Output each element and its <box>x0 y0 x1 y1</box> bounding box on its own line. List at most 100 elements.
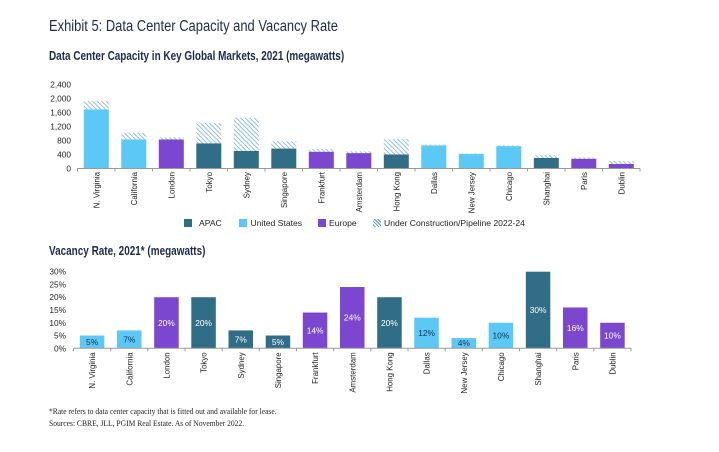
capacity-category-label: Chicago <box>505 171 514 201</box>
hatched-swatch-icon <box>373 218 381 227</box>
vacancy-y-tick-label: 25% <box>49 280 66 290</box>
capacity-category-label: California <box>130 171 139 205</box>
vacancy-data-label: 10% <box>604 331 621 341</box>
vacancy-category-label: Paris <box>571 352 580 370</box>
capacity-bar-dublin-existing <box>608 163 634 169</box>
vacancy-chart: 0% 5% 10% 15% 20% 25% 30% 5% 7% 20% 20% 7% 5% 14% 24%… <box>49 267 632 394</box>
vacancy-bar-sydney <box>228 330 253 349</box>
vacancy-y-tick-label: 5% <box>54 331 67 341</box>
legend-label-united-states: United States <box>250 217 303 228</box>
vacancy-y-tick-label: 15% <box>49 305 66 315</box>
capacity-category-label: Singapore <box>280 171 289 208</box>
vacancy-bar-new-jersey <box>451 338 476 349</box>
vacancy-category-label: Amsterdam <box>348 352 357 393</box>
vacancy-data-label: 30% <box>530 305 547 315</box>
capacity-chart: 0 400 800 1,200 1,600 2,000 2,400 N. Virginia C… <box>50 80 641 213</box>
capacity-bar-london-pipeline <box>158 137 184 140</box>
vacancy-category-label: N. Virginia <box>88 352 97 389</box>
vacancy-y-tick-label: 0% <box>54 343 67 353</box>
legend-item-apac: APAC <box>184 218 222 228</box>
vacancy-data-labels: 5% 7% 20% 20% 7% 5% 14% 24% 20% 12% 4% 10% 30% 16% 10% <box>86 305 621 348</box>
capacity-category-label: Hong Kong <box>392 172 401 211</box>
capacity-category-label: Shanghai <box>542 172 551 206</box>
capacity-bar-california-pipeline <box>121 132 147 140</box>
vacancy-category-label: Tokyo <box>200 352 209 373</box>
vacancy-y-tick-label: 20% <box>49 292 66 302</box>
legend-item-united-states: United States <box>239 218 302 228</box>
capacity-category-label: New Jersey <box>467 172 476 213</box>
capacity-bar-singapore-existing <box>271 148 297 169</box>
vacancy-bar-singapore <box>265 335 291 349</box>
capacity-bar-hong-kong-existing <box>383 154 409 169</box>
capacity-y-tick-label: 800 <box>57 136 71 146</box>
capacity-bar-amsterdam-pipeline <box>346 151 372 154</box>
footnote-rate-definition: *Rate refers to data center capacity tha… <box>49 406 277 416</box>
capacity-bar-frankfurt-pipeline <box>308 148 334 152</box>
vacancy-data-label: 10% <box>493 331 510 341</box>
capacity-bar-sydney-existing <box>233 151 259 169</box>
vacancy-data-label: 4% <box>458 338 471 348</box>
capacity-bars <box>83 100 634 169</box>
capacity-bar-n-virginia-existing <box>83 109 109 169</box>
legend-item-pipeline: Under Construction/Pipeline 2022-24 <box>373 218 525 228</box>
capacity-category-label: Amsterdam <box>355 172 364 213</box>
vacancy-bar-paris <box>563 307 588 349</box>
capacity-bar-paris-existing <box>571 158 597 169</box>
vacancy-data-label: 5% <box>86 337 99 347</box>
capacity-y-tick-label: 0 <box>66 164 71 174</box>
vacancy-data-label: 5% <box>272 337 285 347</box>
vacancy-category-label: Dublin <box>608 352 617 374</box>
capacity-bar-california-existing <box>121 139 147 169</box>
vacancy-category-label: Frankfurt <box>311 352 320 384</box>
capacity-y-tick-label: 1,200 <box>50 122 71 132</box>
vacancy-bar-hong-kong <box>377 297 402 349</box>
vacancy-data-label: 20% <box>195 318 212 328</box>
vacancy-bar-california <box>117 330 142 349</box>
legend-label-apac: APAC <box>199 217 222 228</box>
capacity-x-axis: N. Virginia California London Tokyo Sydney Si… <box>77 168 641 213</box>
vacancy-bar-n-virginia <box>79 335 105 349</box>
capacity-y-tick-label: 400 <box>57 150 71 160</box>
united-states-swatch-icon <box>239 218 247 227</box>
vacancy-data-label: 12% <box>418 328 435 338</box>
capacity-category-label: Dublin <box>617 172 626 194</box>
europe-swatch-icon <box>318 218 326 227</box>
capacity-category-label: London <box>167 172 176 198</box>
vacancy-chart-title: Vacancy Rate, 2021* (megawatts) <box>49 243 206 258</box>
capacity-bar-frankfurt-existing <box>308 151 334 169</box>
capacity-category-label: Sydney <box>242 172 251 198</box>
capacity-y-tick-label: 1,600 <box>50 108 71 118</box>
capacity-category-label: N. Virginia <box>92 171 101 208</box>
capacity-bar-n-virginia-pipeline <box>83 100 109 110</box>
vacancy-bar-tokyo <box>191 297 216 349</box>
capacity-bar-sydney-pipeline <box>233 117 259 151</box>
vacancy-category-label: Shanghai <box>534 352 543 386</box>
capacity-chart-title: Data Center Capacity in Key Global Marke… <box>49 48 345 63</box>
capacity-bar-shanghai-pipeline <box>533 155 559 158</box>
capacity-bar-dublin-pipeline <box>608 161 634 164</box>
vacancy-data-label: 24% <box>344 313 361 323</box>
legend-label-europe: Europe <box>329 217 357 228</box>
capacity-y-tick-label: 2,400 <box>50 80 71 90</box>
capacity-y-axis: 0 400 800 1,200 1,600 2,000 2,400 <box>50 80 71 174</box>
vacancy-category-label: London <box>162 352 171 378</box>
vacancy-bar-chicago <box>488 322 514 349</box>
capacity-bar-dallas-pipeline <box>421 144 447 146</box>
vacancy-data-label: 14% <box>307 325 324 335</box>
capacity-bar-singapore-pipeline <box>271 141 297 149</box>
vacancy-bar-amsterdam <box>340 287 365 349</box>
vacancy-data-label: 20% <box>158 318 175 328</box>
legend-item-europe: Europe <box>318 218 357 228</box>
capacity-category-label: Dallas <box>430 172 439 194</box>
capacity-bar-paris-pipeline <box>571 157 597 159</box>
vacancy-bar-dallas <box>414 317 439 349</box>
capacity-bar-tokyo-existing <box>196 143 222 169</box>
capacity-bar-tokyo-pipeline <box>196 123 222 144</box>
vacancy-category-label: New Jersey <box>460 352 469 393</box>
vacancy-x-axis: N. Virginia California London Tokyo Sydney Si… <box>73 347 632 394</box>
vacancy-category-label: Hong Kong <box>385 352 394 391</box>
vacancy-category-label: Chicago <box>497 352 506 382</box>
vacancy-bars <box>79 271 625 349</box>
